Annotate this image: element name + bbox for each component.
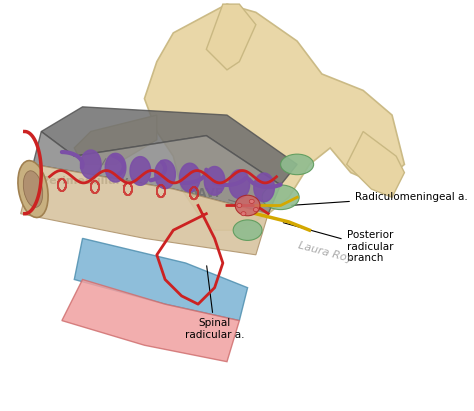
Text: dAVF: dAVF [190,187,245,205]
Ellipse shape [233,220,262,240]
Polygon shape [346,132,404,197]
Polygon shape [130,157,151,185]
Ellipse shape [254,208,258,212]
Polygon shape [81,150,101,179]
Polygon shape [21,164,268,255]
Polygon shape [254,173,274,202]
Polygon shape [145,4,404,230]
Polygon shape [206,4,256,70]
Polygon shape [180,163,200,192]
Polygon shape [33,132,281,214]
Polygon shape [105,153,126,182]
Ellipse shape [249,199,254,203]
Ellipse shape [235,195,260,216]
Ellipse shape [18,161,48,217]
Polygon shape [204,166,225,195]
Text: Radiculomeningeal a.: Radiculomeningeal a. [292,192,468,206]
Polygon shape [74,115,157,164]
Text: Perimedullary v.: Perimedullary v. [41,159,143,186]
Polygon shape [74,238,247,321]
Polygon shape [41,107,297,185]
Ellipse shape [23,171,43,207]
Ellipse shape [262,185,299,210]
Polygon shape [229,170,250,199]
Text: Laura Roy: Laura Roy [297,241,354,265]
Polygon shape [62,279,239,362]
Ellipse shape [241,212,246,216]
Text: Posterior
radicular
branch: Posterior radicular branch [283,223,393,263]
Polygon shape [155,160,175,189]
Ellipse shape [281,154,314,175]
Text: Spinal
radicular a.: Spinal radicular a. [185,266,244,339]
Ellipse shape [237,203,242,208]
